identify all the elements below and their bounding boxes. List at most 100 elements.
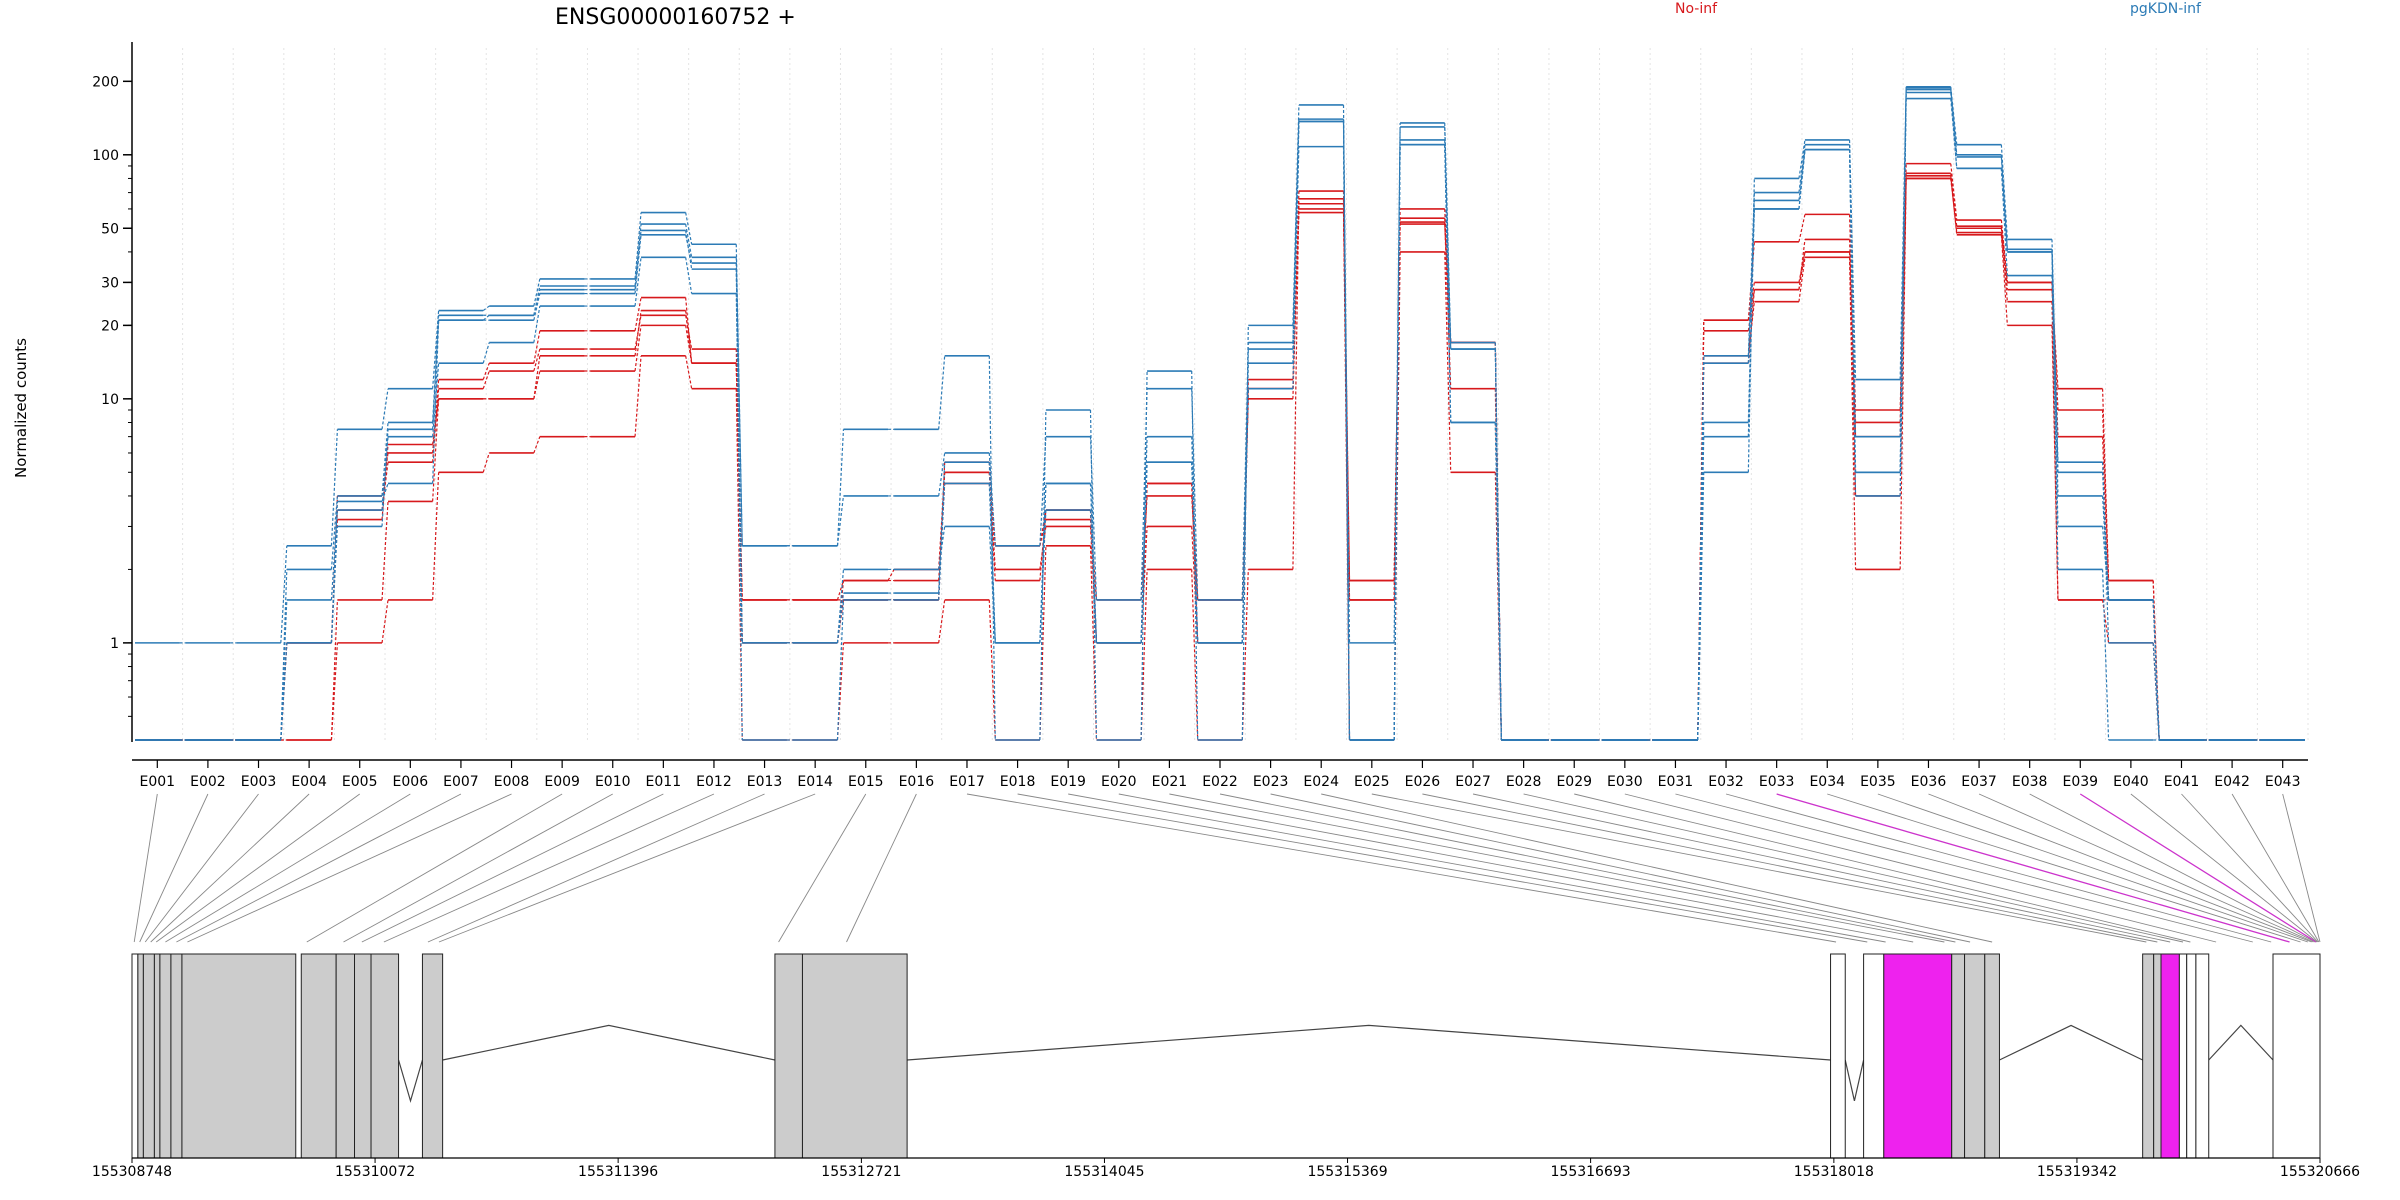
- intron-line: [397, 1059, 424, 1104]
- exon-label-e021: E021: [1152, 774, 1188, 790]
- step-connector: [1899, 89, 1907, 437]
- connector-e013: [427, 793, 765, 943]
- step-connector: [2101, 569, 2110, 741]
- step-connector: [381, 483, 389, 502]
- exon-label-e015: E015: [848, 774, 884, 790]
- exon-label-e006: E006: [393, 774, 429, 790]
- coord-label: 155308748: [92, 1164, 172, 1180]
- step-connector: [432, 315, 440, 423]
- connector-e017: [966, 793, 1837, 943]
- connector-e021: [1169, 793, 1945, 943]
- exon-label-e026: E026: [1405, 774, 1441, 790]
- step-connector: [482, 305, 490, 312]
- step-connector: [938, 452, 946, 497]
- step-connector: [280, 569, 288, 741]
- step-connector: [280, 599, 288, 741]
- step-connector: [1393, 144, 1401, 741]
- connector-e025: [1371, 793, 2147, 943]
- step-connector: [2000, 232, 2008, 302]
- step-connector: [1848, 149, 1857, 473]
- connector-e034: [1827, 793, 2301, 943]
- exon-label-e017: E017: [949, 774, 985, 790]
- exon-block: [300, 953, 337, 1159]
- intron-line: [907, 1024, 1831, 1061]
- exon-block: [1830, 953, 1846, 1159]
- exon-label-e023: E023: [1253, 774, 1289, 790]
- chart-title: ENSG00000160752 +: [555, 5, 796, 30]
- series-no-inf-5: [135, 177, 2305, 741]
- step-connector: [330, 526, 339, 643]
- connector-e008: [187, 793, 512, 943]
- step-connector: [2051, 251, 2059, 463]
- exon-block: [335, 953, 356, 1159]
- y-tick-label: 10: [101, 392, 119, 408]
- coord-label: 155320666: [2280, 1164, 2360, 1180]
- step-connector: [634, 315, 642, 350]
- step-connector: [1393, 251, 1401, 741]
- step-connector: [988, 599, 996, 741]
- coord-label: 155318018: [1794, 1164, 1874, 1180]
- exon-label-e010: E010: [595, 774, 631, 790]
- step-connector: [938, 355, 946, 430]
- step-connector: [1140, 436, 1148, 643]
- step-connector: [685, 297, 693, 364]
- step-connector: [1191, 388, 1199, 600]
- connector-e042: [2231, 793, 2320, 943]
- step-connector: [836, 592, 845, 643]
- exon-block: [2142, 953, 2155, 1159]
- step-connector: [482, 314, 490, 321]
- step-connector: [2000, 234, 2008, 326]
- coord-label: 155312721: [821, 1164, 901, 1180]
- step-connector: [2152, 599, 2160, 741]
- step-connector: [1444, 144, 1452, 350]
- exon-label-e043: E043: [2265, 774, 2301, 790]
- step-connector: [533, 330, 541, 364]
- step-connector: [1444, 144, 1452, 423]
- exon-label-e020: E020: [1101, 774, 1137, 790]
- exon-block: [1964, 953, 1986, 1159]
- coord-label: 155311396: [578, 1164, 658, 1180]
- coord-label: 155314045: [1064, 1164, 1144, 1180]
- series-no-inf-4: [135, 175, 2305, 741]
- exon-label-e032: E032: [1708, 774, 1744, 790]
- exon-block: [421, 953, 444, 1159]
- step-connector: [1798, 257, 1806, 302]
- step-connector: [2152, 580, 2160, 741]
- step-connector: [1444, 251, 1452, 473]
- step-connector: [482, 362, 490, 380]
- step-connector: [330, 599, 339, 741]
- step-connector: [634, 310, 642, 356]
- connector-e032: [1725, 793, 2272, 943]
- connector-e037: [1978, 793, 2314, 943]
- exon-block: [131, 953, 139, 1159]
- step-connector: [2101, 462, 2110, 643]
- step-connector: [1342, 121, 1351, 741]
- connector-e043: [2282, 793, 2321, 943]
- step-connector: [1140, 569, 1148, 741]
- coord-label: 155310072: [335, 1164, 415, 1180]
- step-connector: [1798, 251, 1806, 283]
- exon-block: [153, 953, 161, 1159]
- exon-label-e009: E009: [544, 774, 580, 790]
- legend-pgkdn-inf: pgKDN-inf: [2130, 1, 2202, 17]
- exon-label-e019: E019: [1050, 774, 1086, 790]
- series-pgkdn-inf-10: [135, 91, 2305, 741]
- y-tick-label: 50: [101, 221, 119, 237]
- step-connector: [432, 398, 440, 445]
- connector-e036: [1928, 793, 2312, 943]
- step-connector: [735, 388, 743, 741]
- connector-e027: [1472, 793, 2171, 943]
- connector-e002: [139, 793, 209, 943]
- step-connector: [634, 212, 642, 279]
- connector-e031: [1675, 793, 2253, 943]
- connector-e035: [1877, 793, 2309, 943]
- step-connector: [1899, 178, 1907, 437]
- exon-label-e016: E016: [899, 774, 935, 790]
- exon-connector-lines: [133, 793, 2321, 943]
- step-connector: [330, 429, 339, 546]
- connector-e030: [1624, 793, 2217, 943]
- step-connector: [533, 355, 541, 399]
- step-connector: [1747, 208, 1755, 364]
- exon-block: [1863, 953, 1885, 1159]
- step-connector: [2000, 226, 2008, 283]
